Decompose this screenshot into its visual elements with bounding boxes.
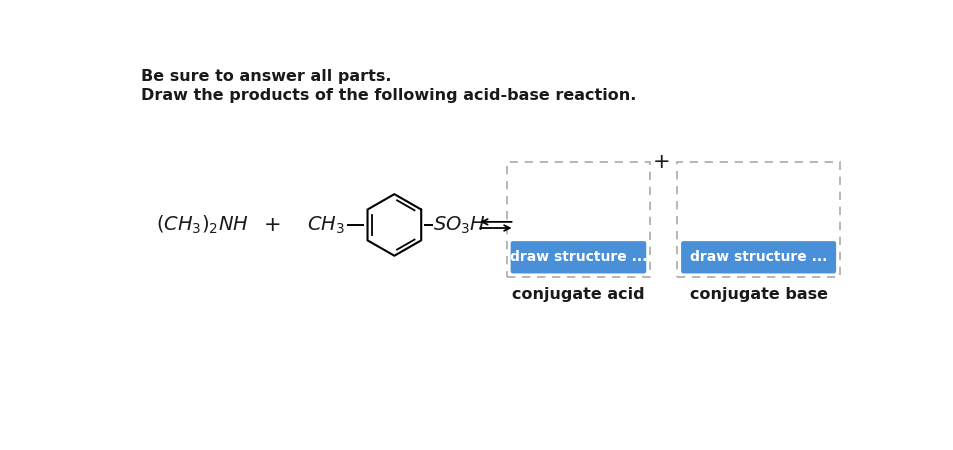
FancyBboxPatch shape — [680, 241, 835, 274]
Bar — [677, 162, 840, 277]
Text: +: + — [264, 215, 281, 235]
Bar — [506, 162, 649, 277]
Text: +: + — [652, 152, 670, 172]
Text: draw structure ...: draw structure ... — [689, 250, 826, 264]
Text: Draw the products of the following acid-base reaction.: Draw the products of the following acid-… — [141, 88, 636, 103]
Text: conjugate base: conjugate base — [689, 287, 827, 302]
Text: draw structure ...: draw structure ... — [509, 250, 646, 264]
Text: conjugate acid: conjugate acid — [512, 287, 644, 302]
Text: $SO_3H$: $SO_3H$ — [433, 214, 486, 236]
Text: $CH_3$: $CH_3$ — [307, 214, 344, 236]
Text: $(CH_3)_2NH$: $(CH_3)_2NH$ — [156, 214, 249, 236]
Text: Be sure to answer all parts.: Be sure to answer all parts. — [141, 69, 391, 85]
FancyBboxPatch shape — [510, 241, 645, 274]
